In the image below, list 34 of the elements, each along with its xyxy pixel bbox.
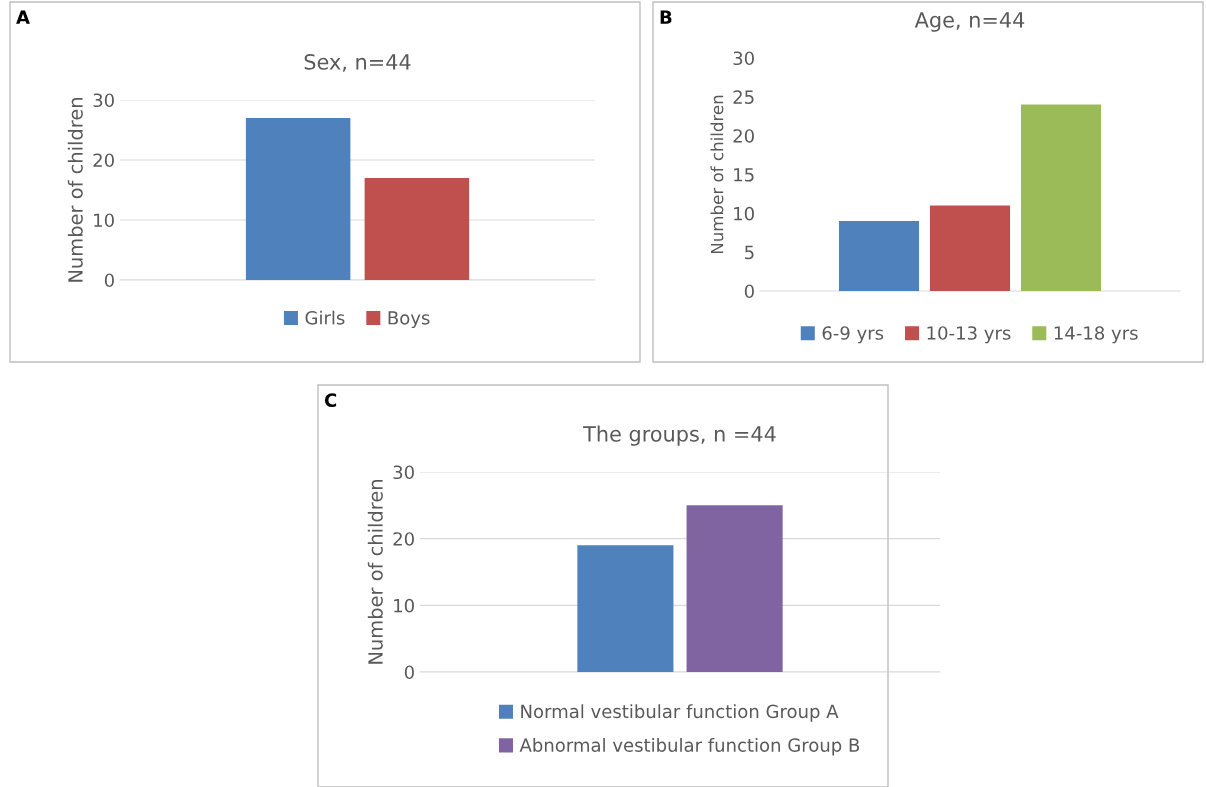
y-tick-label: 5 [745,245,754,260]
y-axis-title: Number of children [367,480,383,664]
y-tick-label: 20 [93,153,114,168]
text: A [16,10,30,24]
y-tick-label: 20 [733,129,754,143]
bar [1020,104,1102,291]
y-tick-label: 0 [744,284,754,299]
legend-label: Abnormal vestibular function Group B [519,737,860,756]
chart-title: The groups, n =44 [583,425,776,446]
bar [929,205,1011,291]
legend-label: Normal vestibular function Group A [521,704,839,722]
y-tick-label: 30 [93,93,114,108]
y-tick-label: 10 [734,206,754,221]
y-tick-label: 0 [404,665,414,680]
y-axis-title: Number of children [67,98,83,282]
bar [838,221,920,291]
text: C [324,393,337,407]
y-tick-label: 20 [393,532,414,546]
y-tick-label: 0 [104,273,114,288]
y-tick-label: 30 [733,51,754,66]
y-tick-label: 25 [733,90,754,104]
legend-label: Girls [305,310,345,325]
chart-title: Sex, n=44 [304,53,411,72]
legend-label: 14-18 yrs [1054,326,1138,344]
y-axis-title: Number of children [710,95,724,254]
text: B [660,10,672,24]
legend-label: Boys [388,311,430,329]
legend-label: 10-13 yrs [927,326,1011,344]
legend-label: 6-9 yrs [822,326,884,344]
y-tick-label: 10 [94,213,114,228]
chart-title: Age, n=44 [914,12,1025,32]
y-tick-label: 10 [394,598,414,613]
y-tick-label: 30 [393,465,414,480]
y-tick-label: 15 [734,168,754,182]
